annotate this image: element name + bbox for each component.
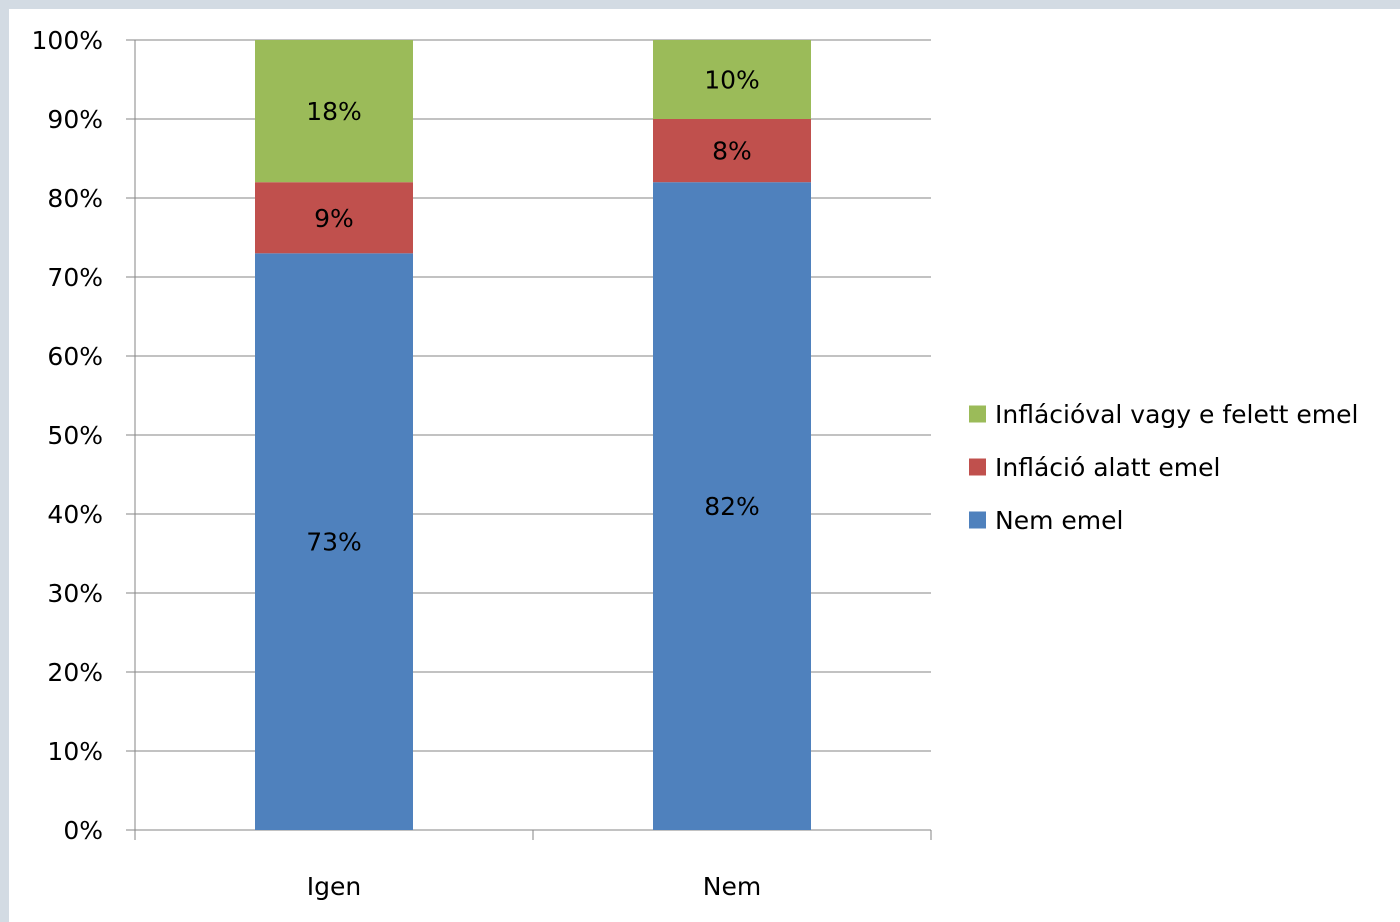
legend-label: Nem emel	[995, 506, 1123, 535]
bar-segment	[653, 40, 811, 119]
y-tick-label: 0%	[63, 816, 103, 845]
y-tick-label: 10%	[47, 737, 103, 766]
data-label: 82%	[704, 492, 760, 521]
y-tick-label: 40%	[47, 500, 103, 529]
legend-swatch	[969, 405, 986, 423]
bar-segment	[255, 253, 413, 831]
y-tick-label: 80%	[47, 184, 103, 213]
y-tick-label: 100%	[32, 26, 103, 55]
data-label: 10%	[704, 66, 760, 95]
bar-segment	[255, 182, 413, 254]
y-tick-label: 60%	[47, 342, 103, 371]
data-label: 73%	[306, 528, 362, 557]
y-tick-label: 50%	[47, 421, 103, 450]
y-tick-label: 30%	[47, 579, 103, 608]
legend-label: Infláció alatt emel	[995, 453, 1220, 482]
y-tick-label: 90%	[47, 105, 103, 134]
x-category-label: Nem	[703, 872, 761, 901]
bar-segment	[653, 119, 811, 183]
bar-segment	[653, 182, 811, 830]
data-label: 9%	[314, 204, 354, 233]
legend-swatch	[969, 511, 986, 529]
data-label: 18%	[306, 97, 362, 126]
y-tick-label: 20%	[47, 658, 103, 687]
legend-label: Inflációval vagy e felett emel	[995, 400, 1358, 429]
y-tick-label: 70%	[47, 263, 103, 292]
bar-segment	[255, 40, 413, 183]
legend-swatch	[969, 458, 986, 476]
x-category-label: Igen	[307, 872, 361, 901]
data-label: 8%	[712, 137, 752, 166]
